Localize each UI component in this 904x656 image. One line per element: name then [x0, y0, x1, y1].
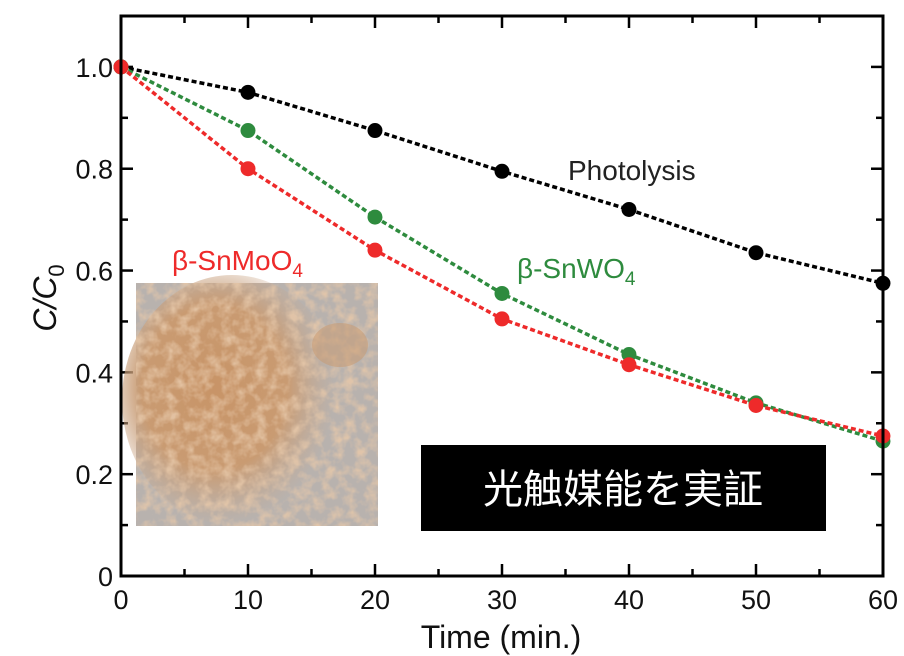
- data-point: [240, 84, 256, 100]
- y-tick-label: 0: [98, 562, 113, 592]
- x-axis-title: Time (min.): [421, 619, 582, 655]
- x-tick-label: 0: [113, 585, 128, 615]
- x-tick-label: 40: [614, 585, 644, 615]
- inset-photo: [122, 275, 378, 526]
- data-point: [240, 123, 256, 139]
- x-tick-label: 20: [360, 585, 390, 615]
- y-tick-label: 0.2: [75, 460, 113, 490]
- data-point: [494, 163, 510, 179]
- plot-frame: [119, 14, 885, 578]
- axis-tick-labels: 0 10 20 30 40 50 60 0 0.2 0.4 0.6 0.8 1.0: [75, 53, 898, 615]
- data-point: [367, 123, 383, 139]
- data-point: [748, 245, 764, 261]
- data-point: [494, 311, 510, 327]
- y-tick-label: 0.8: [75, 155, 113, 185]
- data-point: [367, 242, 383, 258]
- x-tick-label: 10: [233, 585, 263, 615]
- data-point: [240, 161, 256, 177]
- series-label-photolysis: Photolysis: [568, 155, 696, 186]
- data-point: [494, 285, 510, 301]
- y-tick-label: 1.0: [75, 53, 113, 83]
- series-label-snmoo4: β-SnMoO4: [172, 245, 303, 282]
- annotation-text: 光触媒能を実証: [483, 467, 763, 513]
- x-tick-label: 60: [868, 585, 898, 615]
- y-axis-title-main: C/C: [27, 276, 63, 332]
- x-tick-label: 30: [487, 585, 517, 615]
- x-tick-label: 50: [741, 585, 771, 615]
- data-point: [621, 357, 637, 373]
- annotation-banner: 光触媒能を実証: [421, 445, 826, 531]
- y-tick-label: 0.4: [75, 358, 113, 388]
- data-point: [367, 209, 383, 225]
- y-tick-label: 0.6: [75, 257, 113, 287]
- series-label-snwo4: β-SnWO4: [517, 253, 636, 290]
- y-axis-title-sub: 0: [44, 264, 69, 276]
- y-axis-title: C/C0: [27, 264, 69, 331]
- data-point: [621, 201, 637, 217]
- data-point: [748, 397, 764, 413]
